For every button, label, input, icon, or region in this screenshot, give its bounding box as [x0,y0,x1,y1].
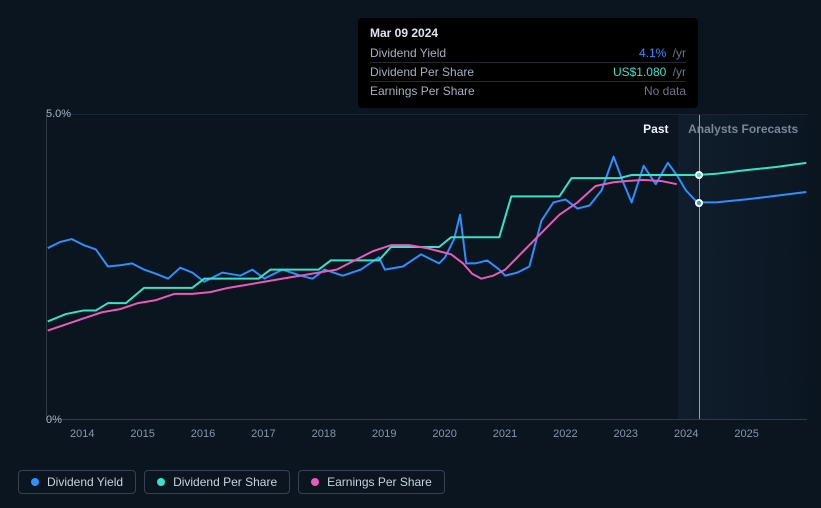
x-axis-tick-label: 2014 [70,428,94,440]
x-axis-tick-label: 2022 [553,428,577,440]
dividend-chart[interactable]: Past Analysts Forecasts 0%5.0% 201420152… [14,108,807,428]
gridline [47,114,807,115]
x-axis-tick-label: 2019 [372,428,396,440]
tooltip-row: Earnings Per Share No data [370,81,686,100]
legend-dot-icon [31,478,39,486]
x-axis-tick-label: 2016 [191,428,215,440]
x-axis-tick-label: 2017 [251,428,275,440]
y-axis-tick-label: 5.0% [46,108,56,120]
tooltip-row-value: 4.1% [639,46,666,60]
plot-area[interactable]: Past Analysts Forecasts [46,114,807,420]
series-line-earnings_per_share [48,180,677,331]
x-axis-tick-label: 2021 [493,428,517,440]
legend-item-label: Dividend Per Share [173,475,277,489]
x-axis-tick-label: 2023 [614,428,638,440]
x-axis-tick-label: 2024 [674,428,698,440]
legend-item-dividend_yield[interactable]: Dividend Yield [18,470,136,494]
chart-tooltip: Mar 09 2024 Dividend Yield4.1% /yrDivide… [358,18,698,108]
tooltip-row-value: No data [644,84,686,98]
legend-item-earnings_per_share[interactable]: Earnings Per Share [298,470,445,494]
x-axis-tick-label: 2018 [312,428,336,440]
legend-dot-icon [311,478,319,486]
legend-item-dividend_per_share[interactable]: Dividend Per Share [144,470,290,494]
tooltip-row-value: US$1.080 [613,65,666,79]
tooltip-row-suffix: /yr [669,65,686,79]
tooltip-row: Dividend Per Share US$1.080 /yr [370,62,686,81]
x-axis: 2014 2015 2016 2017 2018 2019 2020 2021 2022 2023… [46,424,807,444]
tooltip-row-label: Earnings Per Share [370,84,475,98]
tooltip-row: Dividend Yield 4.1% /yr [370,44,686,62]
tooltip-row-label: Dividend Yield [370,46,446,60]
series-end-dot-dividend_yield [695,199,703,207]
legend-item-label: Dividend Yield [47,475,123,489]
x-axis-tick-label: 2025 [734,428,758,440]
tooltip-row-label: Dividend Per Share [370,65,474,79]
tooltip-row-suffix: /yr [669,46,686,60]
series-end-dot-dividend_per_share [695,171,703,179]
legend-dot-icon [157,478,165,486]
chart-lines [47,114,807,419]
x-axis-tick-label: 2015 [130,428,154,440]
x-axis-tick-label: 2020 [432,428,456,440]
chart-legend: Dividend Yield Dividend Per Share Earnings… [18,470,445,494]
tooltip-date: Mar 09 2024 [370,26,686,40]
legend-item-label: Earnings Per Share [327,475,432,489]
